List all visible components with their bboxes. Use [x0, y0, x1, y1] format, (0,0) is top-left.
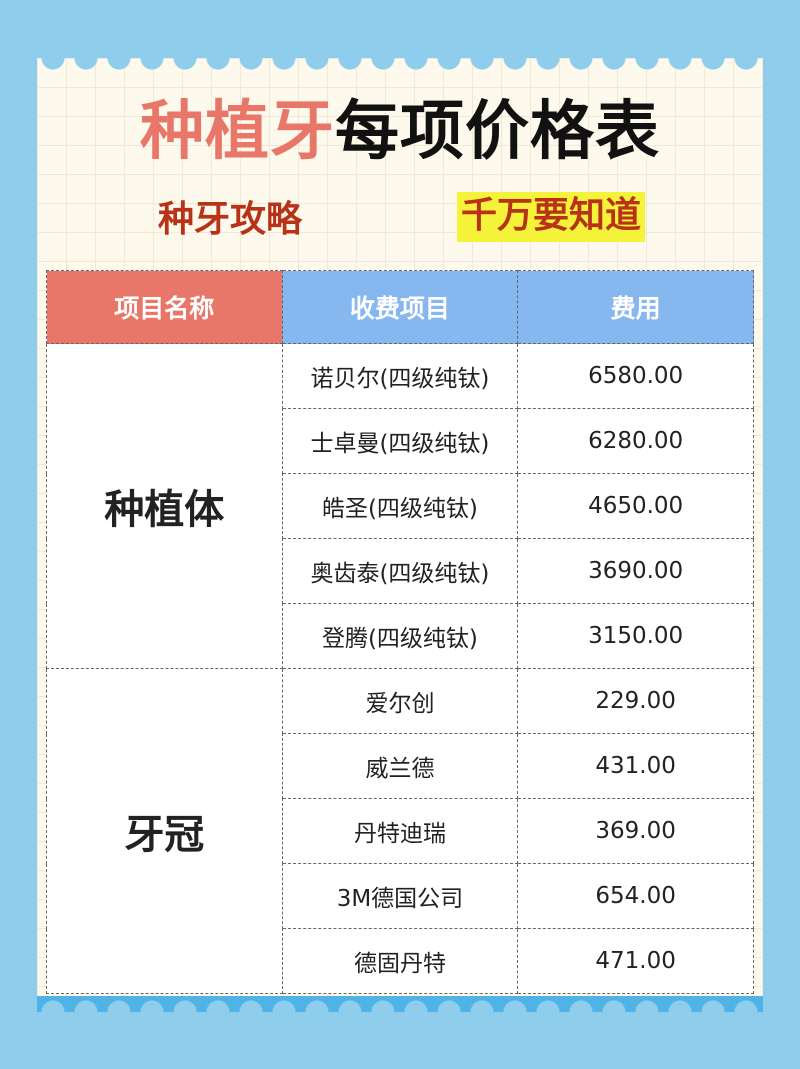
item-cell: 皓圣(四级纯钛): [281, 473, 519, 539]
fee-cell: 3690.00: [517, 538, 754, 604]
scallop-edge-top: [37, 58, 763, 70]
fee-cell: 6580.00: [517, 343, 754, 409]
item-cell: 德固丹特: [281, 928, 519, 994]
fee-cell: 229.00: [517, 668, 754, 734]
header-fee: 费用: [517, 270, 754, 344]
table-row: 种植体 诺贝尔(四级纯钛) 6580.00: [46, 343, 754, 669]
table-row: 登腾(四级纯钛) 3150.00: [47, 603, 754, 669]
fee-cell: 654.00: [517, 863, 754, 929]
table-row: 丹特迪瑞 369.00: [47, 798, 754, 864]
table-row: 皓圣(四级纯钛) 4650.00: [47, 473, 754, 539]
item-cell: 3M德国公司: [281, 863, 519, 929]
item-cell: 诺贝尔(四级纯钛): [281, 343, 519, 409]
fee-cell: 4650.00: [517, 473, 754, 539]
item-cell: 登腾(四级纯钛): [281, 603, 519, 669]
table-row: 德固丹特 471.00: [47, 928, 754, 994]
header-charge-item: 收费项目: [281, 270, 519, 344]
item-cell: 士卓曼(四级纯钛): [281, 408, 519, 474]
subtitle-right-highlighted: 千万要知道: [457, 192, 646, 242]
fee-cell: 471.00: [517, 928, 754, 994]
subtitle-left: 种牙攻略: [158, 199, 303, 240]
page-title: 种植牙每项价格表: [0, 92, 800, 172]
header-item-name: 项目名称: [46, 270, 283, 344]
table-row: 士卓曼(四级纯钛) 6280.00: [47, 408, 754, 474]
fee-cell: 3150.00: [517, 603, 754, 669]
title-rest: 每项价格表: [335, 95, 660, 169]
category-cell: 种植体: [46, 343, 283, 669]
item-cell: 丹特迪瑞: [281, 798, 519, 864]
category-cell: 牙冠: [46, 668, 283, 994]
fee-cell: 6280.00: [517, 408, 754, 474]
item-cell: 爱尔创: [281, 668, 519, 734]
scallop-edge-bottom: [37, 1000, 763, 1012]
fee-cell: 369.00: [517, 798, 754, 864]
item-cell: 威兰德: [281, 733, 519, 799]
table-row: 牙冠 爱尔创 229.00: [46, 668, 754, 994]
table-row: 3M德国公司 654.00: [47, 863, 754, 929]
price-table: 项目名称 收费项目 费用 种植体 诺贝尔(四级纯钛) 6580.00 士卓曼(四级纯钛…: [46, 270, 754, 994]
item-cell: 奥齿泰(四级纯钛): [281, 538, 519, 604]
title-highlight: 种植牙: [140, 95, 335, 169]
fee-cell: 431.00: [517, 733, 754, 799]
